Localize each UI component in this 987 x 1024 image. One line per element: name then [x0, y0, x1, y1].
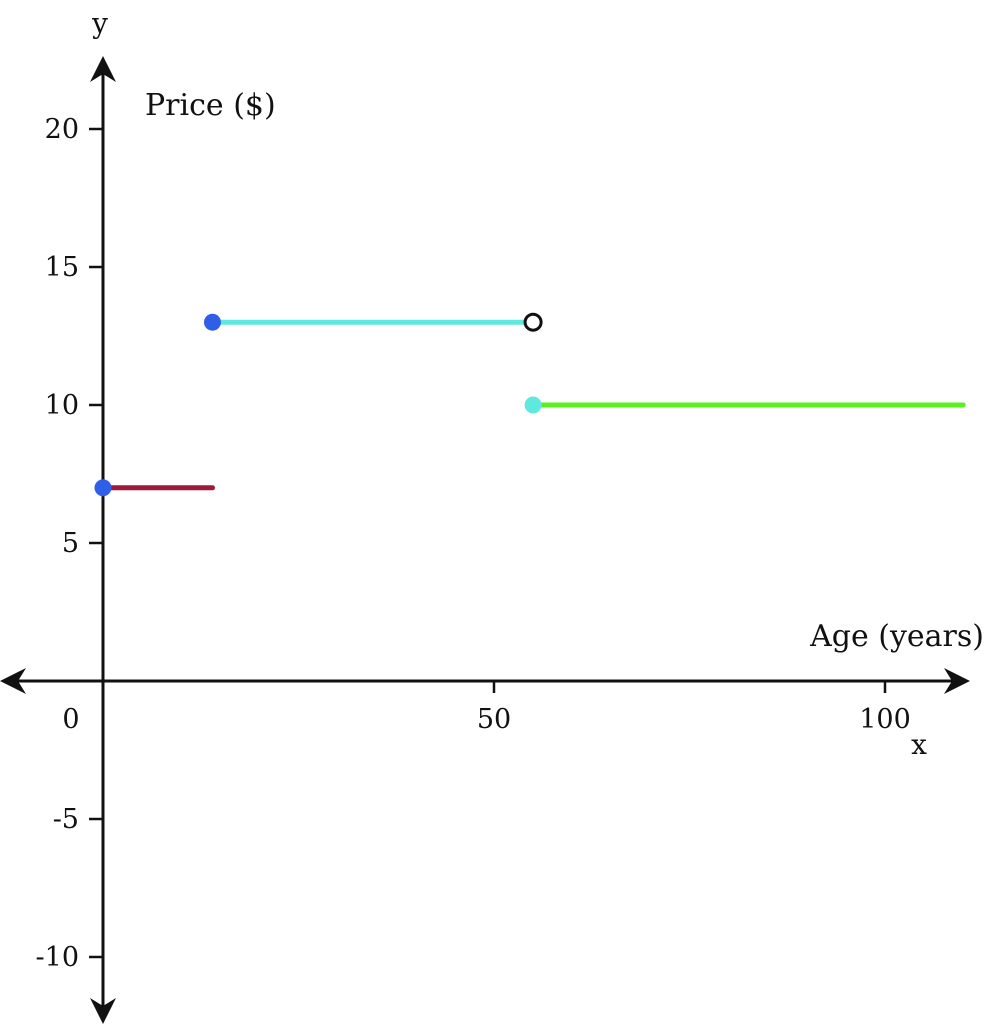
y-tick-label: 15 — [45, 252, 79, 283]
y-axis-top-arrow — [90, 56, 116, 82]
series-2-end-point — [523, 312, 543, 332]
y-axis-title: Price ($) — [145, 88, 276, 123]
series-2-start-point — [203, 313, 221, 331]
y-axis-letter: y — [91, 7, 108, 40]
x-axis-title: Age (years) — [809, 619, 984, 654]
axes — [0, 56, 970, 1024]
x-tick-label: 50 — [477, 704, 511, 735]
x-axis-letter: x — [911, 728, 927, 761]
x-axis-left-arrow — [0, 668, 26, 694]
y-tick-label: 5 — [62, 528, 79, 559]
x-axis-right-arrow — [944, 668, 970, 694]
x-tick-label: 0 — [62, 704, 79, 735]
y-tick-label: -10 — [36, 942, 79, 973]
series-3-start-point — [524, 396, 542, 414]
series-1-start-point — [94, 479, 112, 497]
x-tick-label: 100 — [859, 704, 911, 735]
y-tick-label: 10 — [45, 390, 79, 421]
series-layer — [94, 312, 966, 497]
y-ticks: 20 15 10 5 -5 -10 — [36, 114, 103, 973]
y-tick-label: -5 — [53, 804, 79, 835]
y-axis-bottom-arrow — [90, 998, 116, 1024]
y-tick-label: 20 — [45, 114, 79, 145]
x-ticks: 0 50 100 — [62, 681, 911, 735]
